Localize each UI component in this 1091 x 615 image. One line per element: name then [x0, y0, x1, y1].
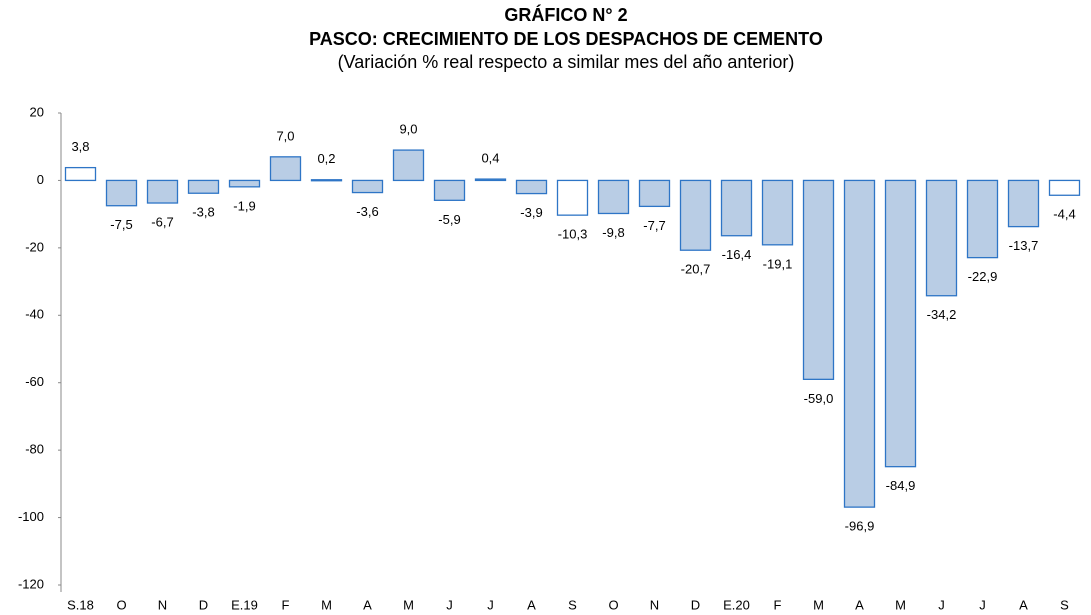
bar	[187, 179, 220, 194]
data-label: -7,7	[643, 218, 665, 233]
data-label: -34,2	[927, 307, 957, 322]
chart-subtitle: PASCO: CRECIMIENTO DE LOS DESPACHOS DE C…	[309, 29, 823, 49]
x-tick-label: N	[158, 597, 167, 612]
y-tick-label: -120	[18, 576, 44, 591]
x-tick-label: A	[527, 597, 536, 612]
y-tick-label: -20	[25, 239, 44, 254]
bar	[802, 179, 835, 380]
data-label: -7,5	[110, 217, 132, 232]
bar	[351, 179, 384, 194]
data-label: -3,9	[520, 205, 542, 220]
x-tick-label: N	[650, 597, 659, 612]
x-tick-label: M	[895, 597, 906, 612]
data-label: -6,7	[151, 214, 173, 229]
x-tick-label: F	[282, 597, 290, 612]
x-tick-label: M	[403, 597, 414, 612]
data-label: -19,1	[763, 256, 793, 271]
x-tick-label: D	[691, 597, 700, 612]
bar	[556, 179, 589, 216]
y-tick-label: 20	[30, 104, 44, 119]
x-tick-label: E.19	[231, 597, 258, 612]
bar	[515, 179, 548, 195]
data-label: -10,3	[558, 227, 588, 242]
data-label: 3,8	[71, 139, 89, 154]
x-tick-label: O	[116, 597, 126, 612]
x-tick-label: A	[363, 597, 372, 612]
bar	[720, 179, 753, 237]
bar	[1048, 179, 1081, 196]
bar	[597, 179, 630, 215]
bar	[1007, 179, 1040, 228]
chart-title: GRÁFICO N° 2	[504, 4, 627, 25]
bar	[925, 179, 958, 297]
x-tick-label: D	[199, 597, 208, 612]
data-label: -3,8	[192, 205, 214, 220]
bar	[966, 179, 999, 259]
y-tick-label: -100	[18, 509, 44, 524]
bar	[146, 179, 179, 204]
x-tick-label: M	[321, 597, 332, 612]
chart-subtitle: (Variación % real respecto a similar mes…	[338, 52, 795, 72]
y-tick-label: -40	[25, 307, 44, 322]
bar	[64, 166, 97, 182]
x-tick-label: E.20	[723, 597, 750, 612]
bar	[761, 179, 794, 246]
x-tick-label: J	[487, 597, 494, 612]
data-label: -96,9	[845, 519, 875, 534]
x-tick-label: A	[1019, 597, 1028, 612]
data-label: -1,9	[233, 198, 255, 213]
x-tick-label: J	[938, 597, 945, 612]
bar	[843, 179, 876, 508]
data-label: -16,4	[722, 247, 752, 262]
x-tick-label: O	[608, 597, 618, 612]
bar	[679, 179, 712, 251]
bar	[269, 156, 302, 182]
data-label: -20,7	[681, 262, 711, 277]
bar	[105, 179, 138, 207]
data-label: -4,4	[1053, 207, 1075, 222]
x-tick-label: M	[813, 597, 824, 612]
x-tick-label: A	[855, 597, 864, 612]
data-label: -84,9	[886, 478, 916, 493]
x-tick-label: S	[568, 597, 577, 612]
x-tick-label: J	[446, 597, 453, 612]
bar	[884, 179, 917, 468]
y-tick-label: -80	[25, 442, 44, 457]
data-label: -22,9	[968, 269, 998, 284]
bar	[433, 179, 466, 201]
bar	[474, 178, 507, 182]
data-label: -9,8	[602, 225, 624, 240]
x-tick-label: F	[774, 597, 782, 612]
data-label: 7,0	[276, 128, 294, 143]
y-tick-label: 0	[37, 172, 44, 187]
bar	[638, 179, 671, 208]
bar	[310, 179, 343, 182]
y-tick-label: -60	[25, 374, 44, 389]
bar	[228, 179, 261, 188]
data-label: 0,4	[481, 151, 499, 166]
bar	[392, 149, 425, 182]
data-label: 0,2	[317, 151, 335, 166]
data-label: -3,6	[356, 204, 378, 219]
x-tick-label: S.18	[67, 597, 94, 612]
x-tick-label: J	[979, 597, 986, 612]
data-label: -13,7	[1009, 238, 1039, 253]
data-label: -59,0	[804, 391, 834, 406]
x-tick-label: S	[1060, 597, 1069, 612]
data-label: -5,9	[438, 212, 460, 227]
data-label: 9,0	[399, 122, 417, 137]
